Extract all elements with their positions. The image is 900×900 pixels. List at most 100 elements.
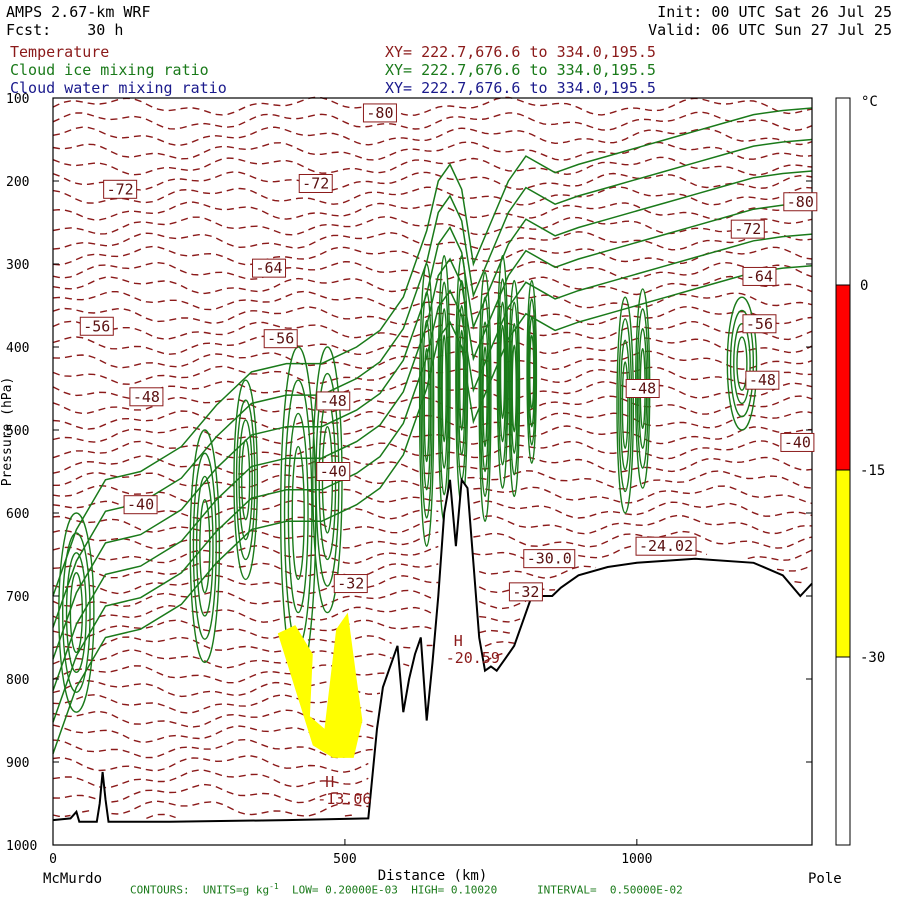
cloud-ice-contour: [618, 318, 633, 493]
temperature-contour: [473, 530, 813, 549]
temperature-label-text: -40: [784, 433, 811, 451]
temperature-label-text: -48: [133, 388, 160, 406]
temperature-label-text: -48: [629, 380, 656, 398]
temperature-contour: [52, 769, 369, 789]
temperature-contour: [473, 485, 813, 505]
contour-high: HIGH= 0.10020: [411, 883, 498, 897]
temperature-label: -40: [780, 432, 815, 452]
temperature-label-text: -56: [267, 330, 294, 348]
temperature-contour: [403, 663, 410, 667]
temperature-contour: [52, 545, 439, 565]
temperature-contour: [52, 755, 369, 773]
temperature-label-box: [79, 316, 114, 336]
cloud-ice-contour: [481, 321, 490, 473]
cloud-ice-contour: [729, 309, 755, 418]
cloud-ice-contour: [422, 319, 432, 491]
temperature-label: -30.0: [523, 549, 576, 569]
high-value: -20.59: [446, 649, 500, 667]
cloud-ice-contour: [526, 279, 538, 464]
fcst-value: 30 h: [87, 21, 124, 39]
cloud-ice-contour: [195, 475, 214, 617]
cloud-ice-contour: [199, 499, 211, 594]
high-marker: H: [325, 773, 334, 791]
temperature-label: -64: [252, 258, 287, 278]
temperature-contour: [52, 500, 439, 520]
cloud-ice-contour: [499, 324, 506, 420]
field-temperature-xy: XY= 222.7,676.6 to 334.0,195.5: [385, 43, 656, 61]
temperature-label: -80: [783, 192, 818, 212]
temperature-contour: [52, 320, 813, 341]
cloud-ice-contour: [61, 532, 91, 693]
temperature-contour: [52, 365, 813, 385]
temperature-label-box: [129, 387, 164, 407]
temperature-label-text: -56: [83, 317, 110, 335]
cloud-ice-contour: [238, 419, 253, 541]
temperature-contour: [52, 141, 813, 161]
x-end-label-left: McMurdo: [43, 871, 102, 887]
temperature-contour: [52, 275, 813, 296]
temperature-label-box: [508, 582, 543, 602]
temperature-label-text: -64: [746, 267, 773, 285]
y-tick-label: 600: [6, 507, 29, 522]
cloud-ice-contour: [479, 296, 491, 498]
temperature-contour: [52, 529, 439, 550]
temperature-label-box: [298, 173, 333, 193]
temperature-contour: [52, 694, 375, 714]
cloud-ice-contour: [510, 323, 518, 454]
colorbar-band: [836, 657, 850, 845]
cloud-ice-contour: [529, 334, 535, 410]
temperature-contour: [52, 156, 813, 176]
temperature-label-box: [780, 432, 815, 452]
cloud-ice-contour: [440, 308, 449, 469]
temperature-contour: [52, 215, 813, 236]
temperature-contour: [52, 111, 813, 132]
temperature-label-text: -30.0: [527, 550, 572, 568]
cloud-ice-contour: [65, 552, 87, 674]
high-value: -13.06: [317, 790, 371, 808]
contour-info: CONTOURS: UNITS=g kg-1 LOW= 0.20000E-03 …: [130, 882, 683, 897]
y-tick-label: 500: [6, 424, 29, 439]
temperature-label-text: -32: [512, 583, 539, 601]
colorbar-tick-label: -30: [860, 650, 885, 666]
temperature-contour: [52, 561, 439, 579]
cloud-ice-contour: [509, 301, 520, 476]
colorbar-tick-label: -15: [860, 463, 885, 479]
temperature-contour: [473, 545, 708, 564]
forecast-hour: Fcst: 30 h: [6, 21, 123, 39]
x-tick-label: 500: [333, 852, 356, 867]
contour-units-exponent: -1: [269, 882, 279, 891]
temperature-label-box: [333, 574, 368, 594]
temperature-contour: [52, 440, 813, 460]
y-tick-label: 400: [6, 341, 29, 356]
cloud-ice-contour: [619, 339, 631, 471]
temperature-label-text: -72: [302, 174, 329, 192]
temperature-contour: [52, 604, 433, 624]
temperature-label-box: [625, 379, 660, 398]
cloud-ice-contour: [616, 296, 635, 514]
plot-frame: [52, 97, 813, 846]
temperature-label: -40: [316, 462, 351, 481]
cloud-ice-contour: [240, 439, 251, 521]
temperature-label: -56: [742, 314, 777, 334]
temperature-contour: [52, 679, 381, 698]
temperature-contour: [52, 290, 813, 311]
temperature-contour: [403, 646, 416, 649]
y-tick-label: 200: [6, 175, 29, 190]
temperature-contour: [479, 565, 597, 579]
temperature-label-text: -48: [749, 371, 776, 389]
y-tick-label: 100: [6, 92, 29, 107]
colorbar-tick-label: 0: [860, 278, 868, 294]
cloud-ice-contour: [52, 170, 813, 660]
y-tick-label: 700: [6, 590, 29, 605]
temperature-label: -40: [123, 495, 158, 515]
field-cloud-water-name: Cloud water mixing ratio: [10, 79, 227, 97]
temperature-label-text: -80: [787, 193, 814, 211]
temperature-label-box: [745, 370, 780, 390]
temperature-contour: [146, 813, 176, 820]
x-tick-label: 0: [49, 852, 57, 867]
cloud-ice-contour: [192, 452, 217, 640]
colorbar-unit: °C: [861, 94, 878, 110]
cloud-ice-contour: [498, 301, 507, 443]
temperature-label-text: -64: [255, 259, 282, 277]
temperature-contour: [52, 260, 813, 281]
